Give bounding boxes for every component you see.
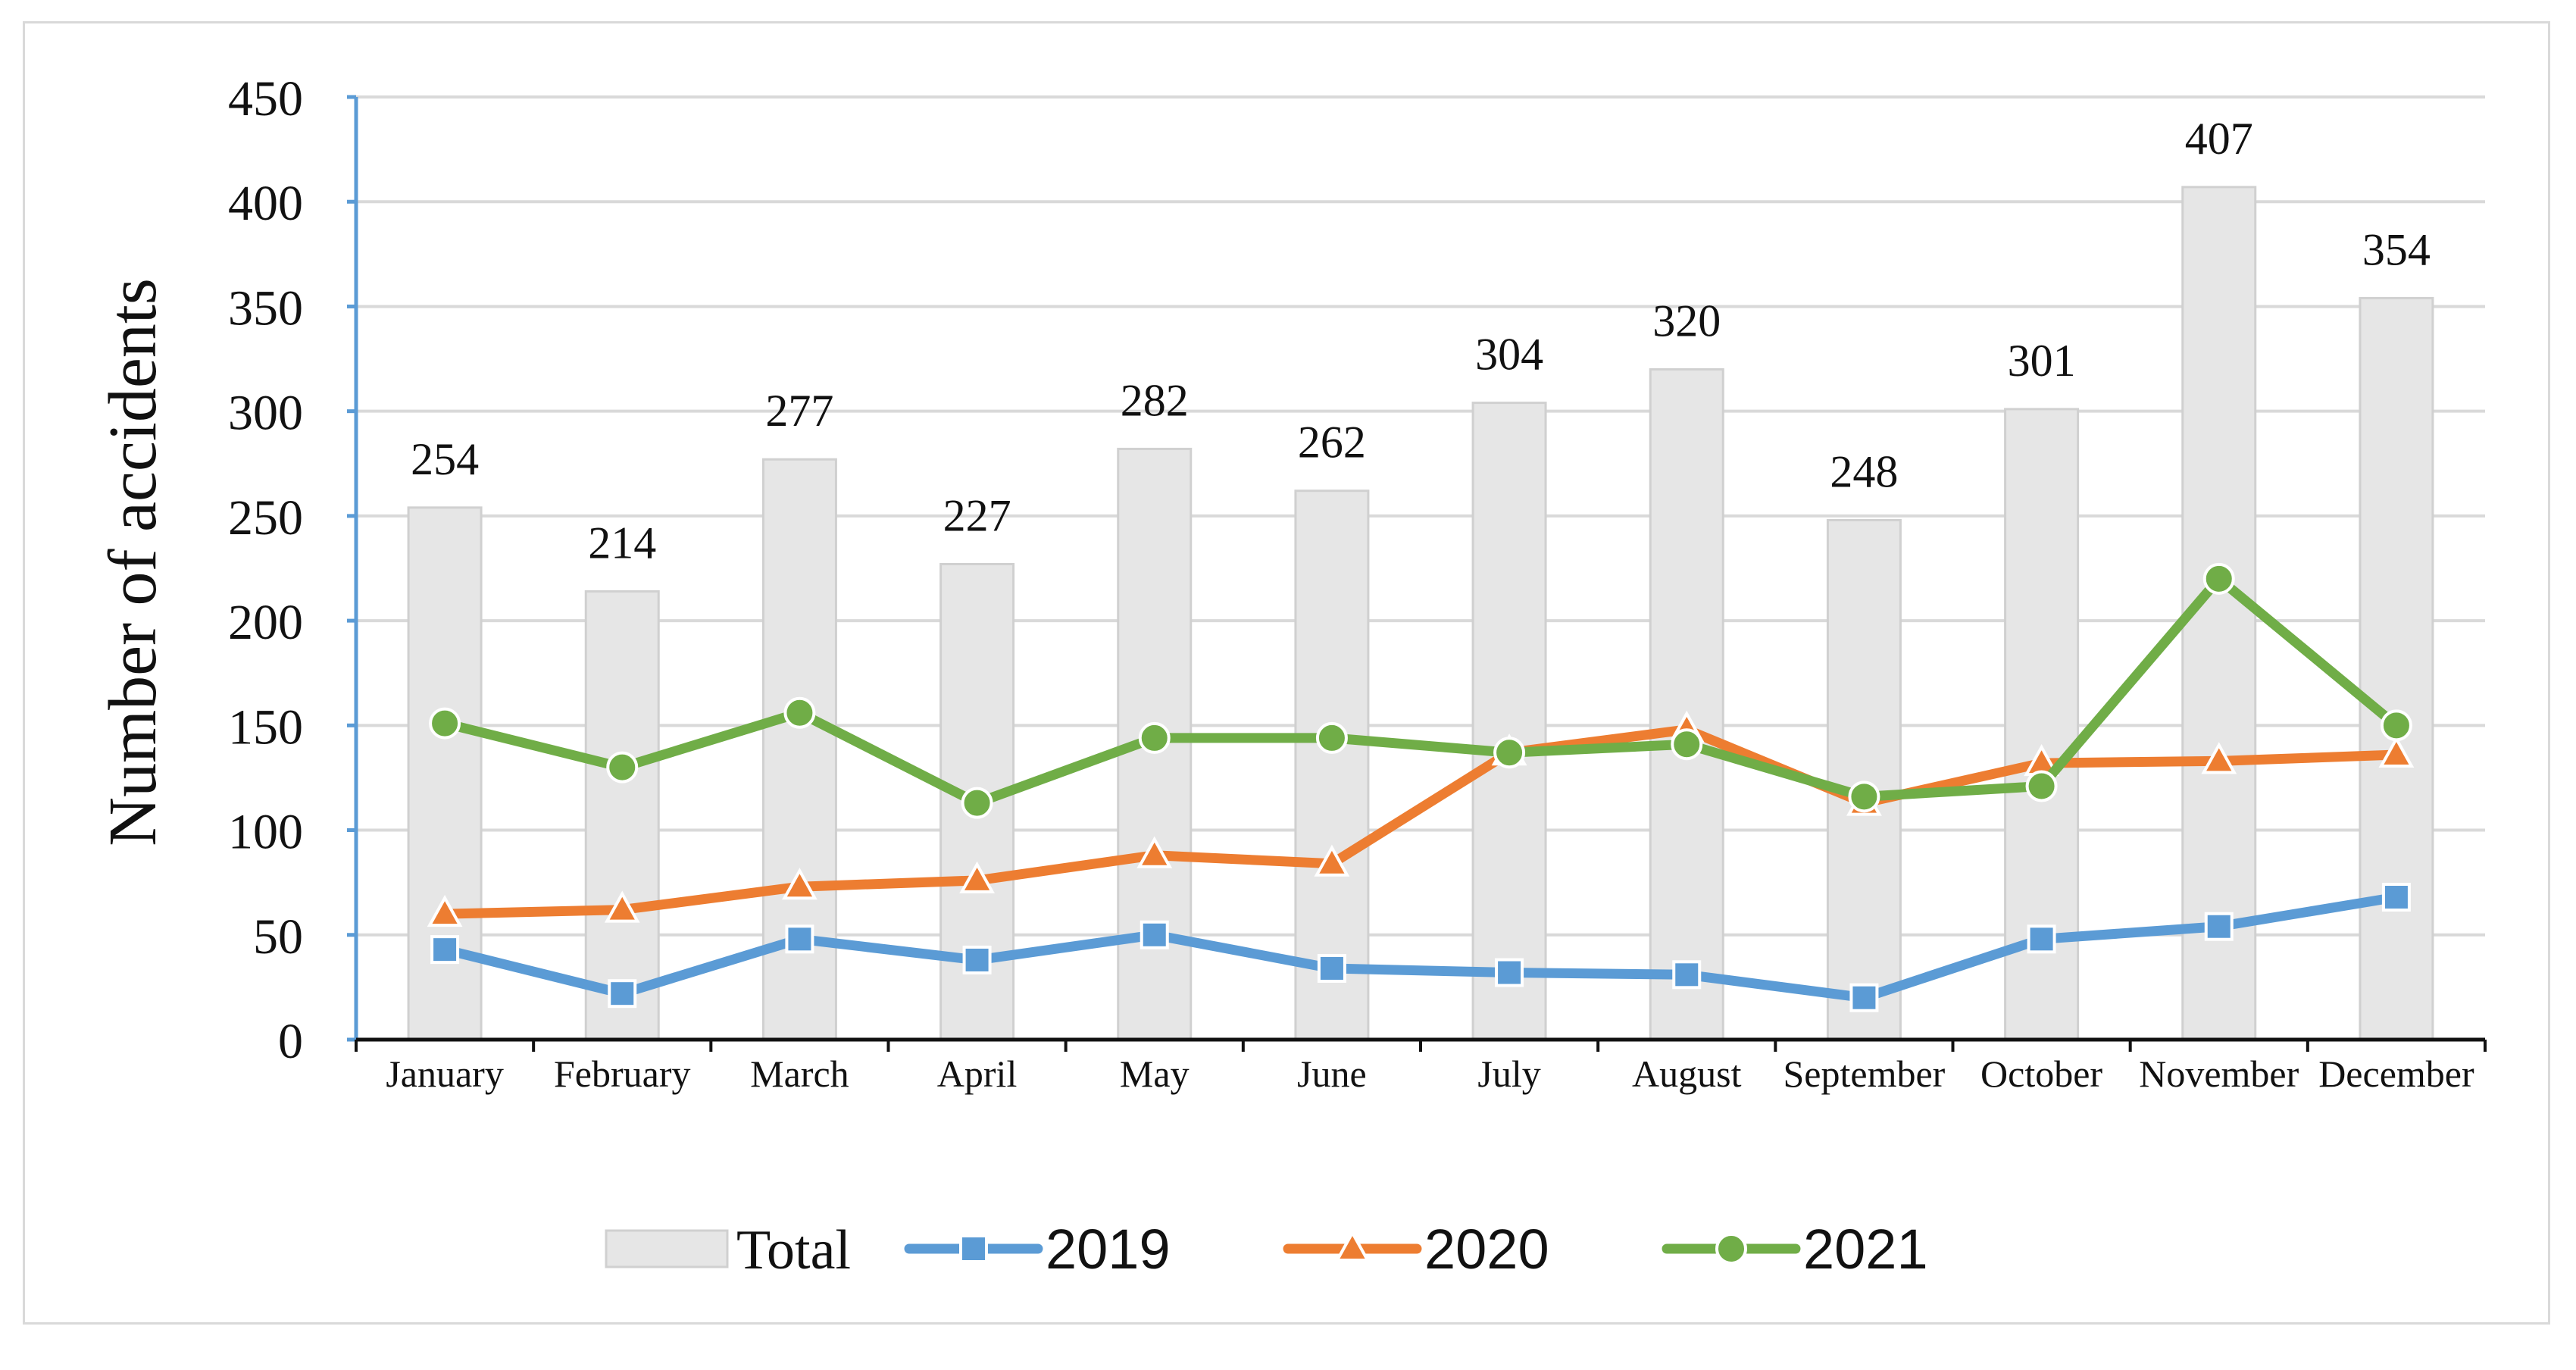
x-tick-label-may: May (1120, 1053, 1190, 1095)
legend-marker-2021 (1715, 1233, 1747, 1265)
point-2021-december (2380, 709, 2412, 742)
legend-label-2019: 2019 (1046, 1218, 1171, 1281)
x-tick-label-march: March (750, 1053, 849, 1095)
point-2019-september (1849, 983, 1879, 1012)
bar-total-september (1826, 518, 1902, 1041)
data-label-june: 262 (1298, 418, 1366, 468)
point-2019-october (2027, 924, 2056, 954)
x-tick-label-november: November (2139, 1053, 2299, 1095)
x-tick-label-october: October (1980, 1053, 2102, 1095)
legend: Total 2019 2020 2021 (605, 1218, 1928, 1281)
point-2019-april (962, 945, 992, 974)
point-2019-july (1495, 958, 1524, 987)
x-tick-label-january: January (386, 1053, 504, 1095)
y-tick-label-150: 150 (228, 699, 303, 755)
point-2020-june (1314, 844, 1350, 877)
x-tick-label-september: September (1784, 1053, 1946, 1095)
point-2021-july (1493, 737, 1526, 769)
x-tick-label-april: April (937, 1053, 1018, 1095)
legend-marker-2020 (1334, 1229, 1371, 1262)
x-tick-label-july: July (1477, 1053, 1540, 1095)
data-label-october: 301 (2008, 336, 2076, 386)
bar-total-february (584, 590, 660, 1041)
point-2019-june (1317, 954, 1346, 984)
y-tick-label-450: 450 (228, 71, 303, 127)
y-tick-label-0: 0 (278, 1014, 303, 1069)
bar-total-june (1294, 490, 1370, 1041)
y-tick-label-250: 250 (228, 490, 303, 546)
point-2021-october (2025, 770, 2058, 802)
point-2019-december (2381, 883, 2411, 912)
line-series (427, 562, 2415, 1012)
y-tick-labels: 0 50 100 150 200 250 300 350 400 450 (228, 71, 303, 1069)
point-2021-march (783, 696, 816, 729)
data-label-may: 282 (1121, 375, 1189, 425)
x-tick-label-august: August (1632, 1053, 1742, 1095)
data-label-august: 320 (1652, 296, 1721, 346)
legend-marker-2019 (959, 1234, 988, 1263)
point-2020-march (782, 868, 818, 900)
y-tick-label-350: 350 (228, 280, 303, 336)
point-2019-november (2204, 912, 2234, 941)
bar-total-december (2359, 296, 2434, 1041)
data-label-april: 227 (943, 490, 1011, 540)
point-2019-february (608, 979, 637, 1009)
y-tick-label-100: 100 (228, 805, 303, 860)
point-2021-august (1671, 728, 1703, 761)
point-2019-january (430, 935, 460, 965)
x-tick-labels: January February March April May June July Augu… (386, 1053, 2474, 1095)
point-2021-january (429, 707, 461, 740)
line-2020 (439, 724, 2402, 919)
point-2019-march (785, 924, 814, 954)
point-2021-february (606, 751, 639, 784)
point-2021-september (1848, 780, 1880, 813)
y-axis-label: Number of accidents (95, 278, 170, 846)
x-tick-label-december: December (2318, 1053, 2474, 1095)
point-2019-august (1672, 960, 1702, 990)
legend-swatch-total (605, 1229, 729, 1268)
axes (347, 95, 2487, 1052)
data-label-march: 277 (765, 386, 833, 436)
line-2019 (439, 892, 2402, 1003)
point-2021-april (961, 787, 993, 819)
x-tick-label-june: June (1297, 1053, 1367, 1095)
y-tick-label-50: 50 (253, 909, 303, 965)
point-2020-april (959, 861, 995, 893)
y-tick-label-200: 200 (228, 595, 303, 650)
point-2020-january (427, 895, 463, 927)
data-label-february: 214 (588, 518, 656, 568)
point-2021-may (1138, 721, 1171, 754)
line-2021 (439, 574, 2402, 809)
data-label-november: 407 (2185, 114, 2253, 164)
bar-total-july (1471, 402, 1547, 1041)
legend-label-2021: 2021 (1803, 1218, 1928, 1281)
bar-total-august (1649, 368, 1724, 1041)
point-2020-may (1136, 836, 1173, 868)
point-2020-november (2201, 742, 2237, 774)
point-2020-december (2378, 735, 2415, 768)
total-bars (407, 186, 2434, 1041)
point-2020-february (604, 890, 640, 923)
legend-label-total: Total (736, 1219, 851, 1281)
y-tick-label-400: 400 (228, 176, 303, 231)
bar-data-labels: 254 214 277 227 282 262 304 320 248 301 407 354 (411, 114, 2431, 568)
y-tick-label-300: 300 (228, 386, 303, 441)
point-2019-may (1140, 920, 1169, 949)
data-label-july: 304 (1475, 330, 1543, 380)
x-tick-label-february: February (554, 1053, 691, 1095)
data-label-january: 254 (411, 434, 479, 484)
point-2021-june (1315, 721, 1348, 754)
legend-label-2020: 2020 (1424, 1218, 1549, 1281)
point-2021-november (2202, 562, 2235, 595)
data-label-september: 248 (1830, 446, 1898, 496)
data-label-december: 354 (2362, 224, 2431, 274)
